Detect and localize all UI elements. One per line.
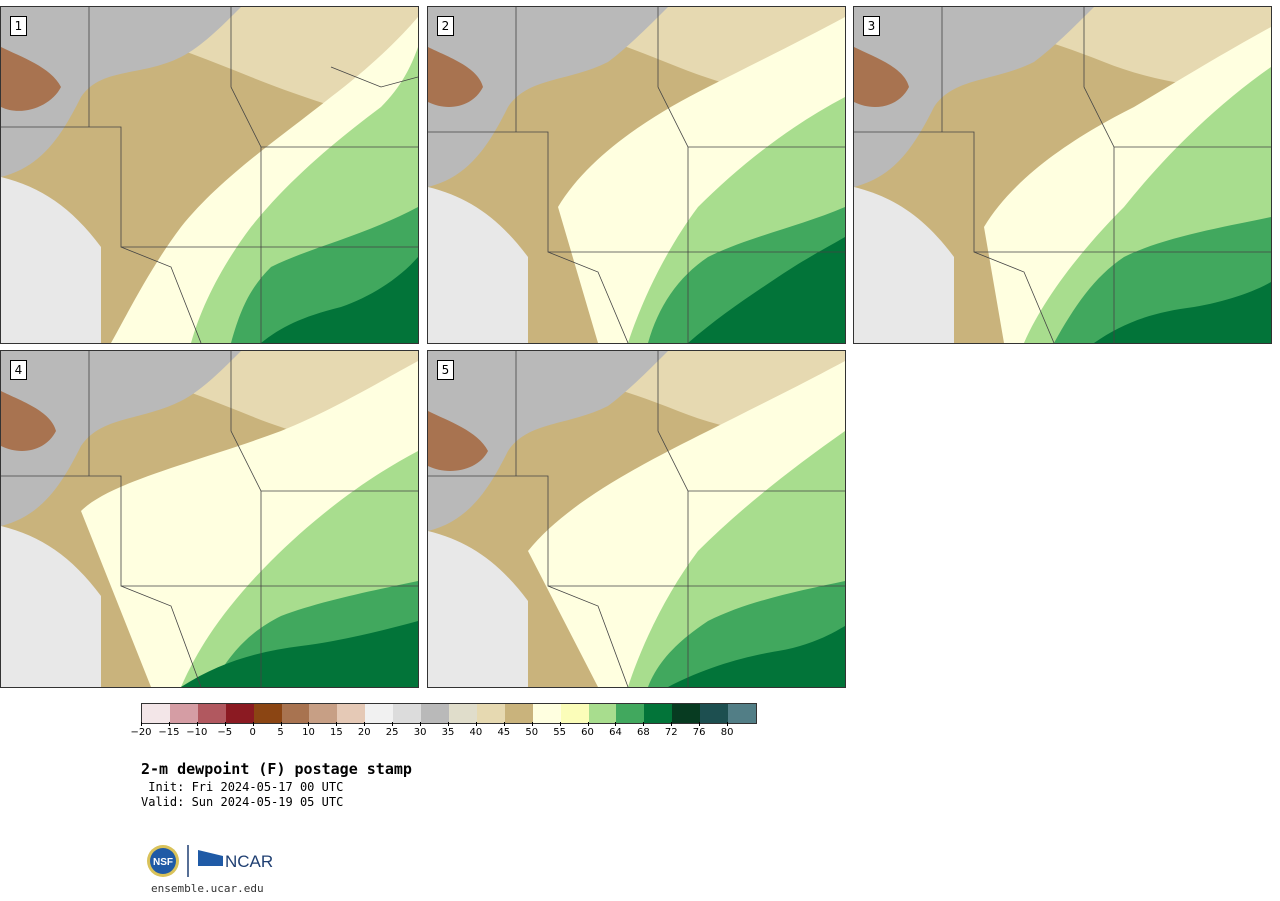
colorbar-tick-label: 76 — [692, 727, 706, 738]
colorbar-tick-label: −10 — [186, 727, 208, 738]
colorbar-swatch — [728, 704, 756, 723]
colorbar-tick — [503, 722, 505, 726]
panel-number: 5 — [437, 360, 454, 380]
colorbar-tick — [643, 722, 645, 726]
colorbar-swatch — [672, 704, 701, 723]
colorbar-tick-label: 25 — [385, 727, 399, 738]
colorbar-tick-label: 0 — [249, 727, 256, 738]
colorbar-swatch — [644, 704, 673, 723]
colorbar-swatch — [337, 704, 366, 723]
colorbar-tick — [168, 722, 170, 726]
postage-stamp-panel-1: 1 — [0, 6, 419, 344]
colorbar-tick-label: 80 — [720, 727, 734, 738]
colorbar-tick — [699, 722, 701, 726]
colorbar-tick — [392, 722, 394, 726]
panel-number: 3 — [863, 16, 880, 36]
colorbar-swatch — [225, 704, 254, 723]
panel-number: 4 — [10, 360, 27, 380]
colorbar-tick-label: 50 — [525, 727, 539, 738]
colorbar-tick — [196, 722, 198, 726]
colorbar — [141, 703, 757, 724]
colorbar-tick — [141, 722, 142, 726]
colorbar-tick — [587, 722, 589, 726]
colorbar-tick-label: 45 — [497, 727, 511, 738]
colorbar-swatch — [504, 704, 533, 723]
logo-graphic: NSF NCAR — [147, 845, 273, 877]
postage-stamp-panel-3: 3 — [853, 6, 1272, 344]
colorbar-tick-label: 64 — [609, 727, 622, 738]
colorbar-swatch — [532, 704, 561, 723]
colorbar-swatch — [560, 704, 589, 723]
postage-stamp-panel-2: 2 — [427, 6, 846, 344]
dewpoint-map-3 — [854, 7, 1271, 343]
colorbar-swatch — [281, 704, 310, 723]
colorbar-ticks: −20 −15 −10 −5 0 5 10 15 20 25 30 35 40 45 50 55 60 64 68 7… — [130, 722, 757, 742]
colorbar-tick — [671, 722, 673, 726]
colorbar-swatch — [476, 704, 505, 723]
colorbar-tick — [727, 722, 729, 726]
postage-stamp-panel-4: 4 — [0, 350, 419, 688]
colorbar-swatch — [142, 704, 170, 723]
dewpoint-map-4 — [1, 351, 418, 687]
colorbar-tick-label: 10 — [302, 727, 315, 738]
colorbar-tick — [448, 722, 449, 726]
colorbar-swatch — [421, 704, 449, 723]
colorbar-tick-label: −20 — [130, 727, 152, 738]
colorbar-tick-label: 55 — [553, 727, 566, 738]
colorbar-tick-label: 30 — [413, 727, 427, 738]
colorbar-tick-label: 60 — [581, 727, 594, 738]
colorbar-tick — [420, 722, 422, 726]
colorbar-tick — [364, 722, 366, 726]
colorbar-swatch — [169, 704, 198, 723]
colorbar-tick — [224, 722, 226, 726]
colorbar-swatch — [365, 704, 394, 723]
colorbar-swatch — [253, 704, 282, 723]
nsf-text: NSF — [153, 857, 173, 868]
colorbar-tick — [252, 722, 254, 726]
panel-number: 1 — [10, 16, 27, 36]
colorbar-tick-label: 35 — [441, 727, 455, 738]
nsf-ncar-logo: NSF NCAR — [145, 842, 275, 880]
logo-url: ensemble.ucar.edu — [151, 882, 264, 895]
colorbar-tick-label: −5 — [217, 727, 233, 738]
colorbar-tick — [615, 722, 617, 726]
valid-time: Valid: Sun 2024-05-19 05 UTC — [141, 795, 344, 809]
panel-number: 2 — [437, 16, 454, 36]
colorbar-swatch — [197, 704, 226, 723]
init-time: Init: Fri 2024-05-17 00 UTC — [141, 780, 344, 794]
dewpoint-map-5 — [428, 351, 845, 687]
colorbar-tick — [531, 722, 533, 726]
dewpoint-map-1 — [1, 7, 418, 343]
colorbar-tick — [280, 722, 282, 726]
postage-stamp-panel-5: 5 — [427, 350, 846, 688]
colorbar-swatch — [309, 704, 338, 723]
colorbar-tick-label: 72 — [664, 727, 678, 738]
colorbar-tick-label: 20 — [357, 727, 371, 738]
colorbar-swatch — [616, 704, 645, 723]
colorbar-tick — [559, 722, 561, 726]
colorbar-swatch — [393, 704, 422, 723]
colorbar-tick-label: 68 — [636, 727, 650, 738]
colorbar-tick-label: 5 — [277, 727, 284, 738]
dewpoint-map-2 — [428, 7, 845, 343]
colorbar-swatch — [700, 704, 729, 723]
ncar-text: NCAR — [225, 852, 273, 871]
colorbar-tick-label: 40 — [469, 727, 483, 738]
figure-title: 2-m dewpoint (F) postage stamp — [141, 760, 412, 778]
colorbar-tick-label: 15 — [329, 727, 343, 738]
colorbar-tick — [336, 722, 338, 726]
colorbar-swatch — [588, 704, 617, 723]
colorbar-tick — [475, 722, 477, 726]
colorbar-swatch — [448, 704, 477, 723]
colorbar-tick-label: −15 — [158, 727, 180, 738]
colorbar-tick — [308, 722, 310, 726]
